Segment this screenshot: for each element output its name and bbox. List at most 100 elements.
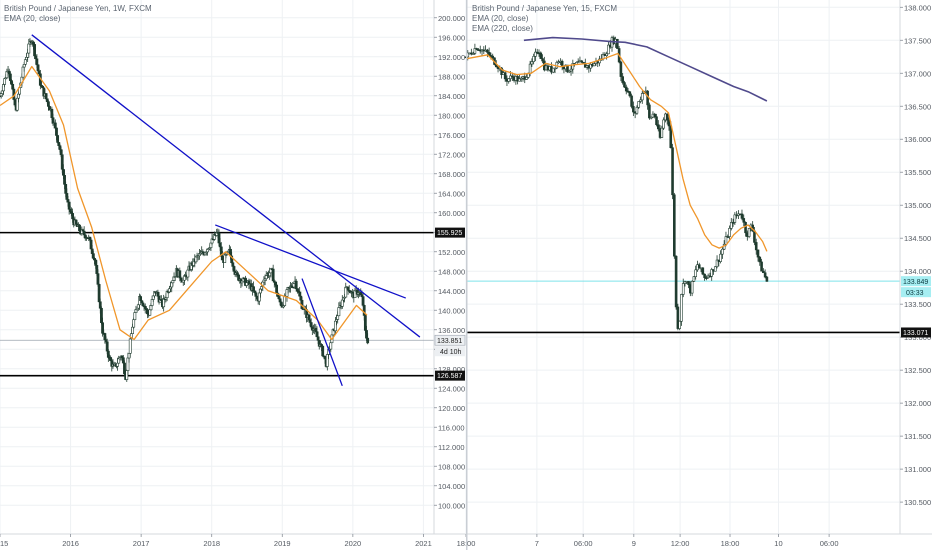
left-y-tick-label: 192.000 bbox=[438, 53, 465, 62]
left-candle-body bbox=[133, 312, 137, 320]
right-candle-body bbox=[567, 70, 571, 73]
right-candle-body bbox=[648, 104, 651, 119]
right-x-tick-label: 06:00 bbox=[820, 539, 839, 548]
left-candle-body bbox=[35, 58, 39, 66]
right-ema220-label[interactable]: EMA (220, close) bbox=[472, 24, 533, 33]
left-chart-title[interactable]: British Pound / Japanese Yen, 1W, FXCM bbox=[4, 4, 152, 13]
right-candle-body bbox=[697, 264, 701, 269]
left-candle-body bbox=[128, 338, 132, 354]
left-candle-body bbox=[294, 280, 298, 290]
left-y-tick-label: 196.000 bbox=[438, 33, 465, 42]
left-x-tick-label: 2021 bbox=[415, 539, 432, 548]
right-candle-body bbox=[500, 67, 503, 75]
left-trendline-1 bbox=[31, 34, 421, 338]
right-candle-body bbox=[680, 294, 683, 322]
right-y-tick-label: 131.000 bbox=[904, 465, 931, 474]
left-y-tick-label: 108.000 bbox=[438, 462, 465, 471]
right-candle-body bbox=[628, 91, 632, 97]
left-axis-bg bbox=[434, 0, 466, 534]
left-trendline-2 bbox=[215, 224, 407, 299]
right-candle-body bbox=[519, 77, 523, 80]
right-level-badge bbox=[901, 327, 931, 338]
left-level-badge-label: 126.587 bbox=[437, 373, 462, 380]
left-candle-body bbox=[56, 135, 60, 143]
right-candle-body bbox=[507, 78, 511, 82]
right-candle-body bbox=[637, 101, 641, 108]
right-candle-body bbox=[616, 38, 619, 49]
right-candle-body bbox=[674, 255, 678, 308]
left-candle-body bbox=[33, 44, 36, 57]
left-candle-body bbox=[3, 78, 7, 85]
right-countdown-label: 03:33 bbox=[906, 290, 924, 297]
left-level-badge-label: 155.925 bbox=[437, 230, 462, 237]
right-candle-body bbox=[640, 93, 644, 101]
right-candle-body bbox=[744, 221, 747, 234]
right-candle-body bbox=[705, 277, 708, 279]
right-candle-body bbox=[525, 77, 528, 80]
left-countdown-label: 4d 10h bbox=[440, 349, 462, 356]
left-x-tick-label: 2020 bbox=[345, 539, 362, 548]
right-candle-body bbox=[639, 99, 642, 102]
right-candle-body bbox=[690, 281, 694, 294]
left-candle-body bbox=[336, 315, 340, 320]
left-trendline-3 bbox=[301, 278, 343, 387]
right-candle-body bbox=[692, 276, 696, 282]
right-candle-body bbox=[724, 236, 728, 245]
right-candle-body bbox=[676, 306, 680, 329]
left-y-tick-label: 140.000 bbox=[438, 306, 465, 315]
left-y-tick-label: 168.000 bbox=[438, 170, 465, 179]
right-candle-body bbox=[623, 82, 626, 88]
left-current-price-badge bbox=[434, 334, 466, 346]
right-ema20-label[interactable]: EMA (20, close) bbox=[472, 14, 529, 23]
right-candle-body bbox=[719, 253, 722, 262]
right-candle-body bbox=[713, 266, 717, 272]
left-candle-body bbox=[55, 127, 58, 136]
right-x-tick-label: 18:00 bbox=[721, 539, 740, 548]
right-candle-body bbox=[539, 52, 543, 59]
left-level-badge bbox=[435, 370, 465, 381]
right-candle-body bbox=[760, 261, 763, 272]
left-ema20-label[interactable]: EMA (20, close) bbox=[4, 14, 61, 23]
right-candle-body bbox=[635, 107, 639, 114]
left-x-tick-label: 2019 bbox=[274, 539, 291, 548]
right-candle-body bbox=[729, 222, 733, 229]
right-axis-bg bbox=[900, 0, 932, 534]
left-y-tick-label: 164.000 bbox=[438, 189, 465, 198]
right-candle-body bbox=[473, 48, 477, 54]
right-candle-body bbox=[678, 320, 681, 329]
left-y-tick-label: 100.000 bbox=[438, 501, 465, 510]
right-candle-body bbox=[733, 214, 737, 223]
left-chart-panel: 200.000 196.000 192.000 188.000 184.000 180.0… bbox=[0, 0, 466, 548]
right-countdown-badge bbox=[901, 287, 931, 298]
left-y-tick-label: 160.000 bbox=[438, 209, 465, 218]
right-ema20-line bbox=[465, 52, 768, 252]
right-candle-body bbox=[518, 78, 521, 82]
right-candle-body bbox=[763, 272, 767, 278]
right-candle-body bbox=[530, 61, 534, 65]
right-candle-body bbox=[589, 64, 592, 69]
left-price-axis: 200.000 196.000 192.000 188.000 184.000 180.0… bbox=[433, 0, 466, 534]
right-candle-body bbox=[632, 106, 635, 113]
left-y-tick-label: 176.000 bbox=[438, 131, 465, 140]
left-y-tick-label: 188.000 bbox=[438, 72, 465, 81]
right-y-tick-label: 133.000 bbox=[904, 333, 931, 342]
right-y-tick-label: 135.000 bbox=[904, 201, 931, 210]
left-candle-body bbox=[366, 337, 370, 344]
chart-divider bbox=[466, 0, 468, 550]
right-candle-body bbox=[475, 48, 478, 50]
left-y-tick-label: 148.000 bbox=[438, 267, 465, 276]
right-candle-body bbox=[532, 56, 535, 62]
right-candle-body bbox=[471, 53, 475, 55]
right-y-tick-label: 134.500 bbox=[904, 234, 931, 243]
left-y-tick-label: 128.000 bbox=[438, 365, 465, 374]
right-chart-title[interactable]: British Pound / Japanese Yen, 15, FXCM bbox=[472, 4, 617, 13]
right-candle-body bbox=[673, 194, 676, 257]
right-candle-body bbox=[551, 67, 555, 73]
left-y-tick-label: 112.000 bbox=[438, 443, 465, 452]
left-candle-body bbox=[321, 345, 325, 357]
right-x-tick-label: 12:00 bbox=[671, 539, 690, 548]
left-y-tick-label: 200.000 bbox=[438, 14, 465, 23]
right-candle-body bbox=[553, 67, 557, 70]
right-candle-body bbox=[571, 63, 575, 70]
